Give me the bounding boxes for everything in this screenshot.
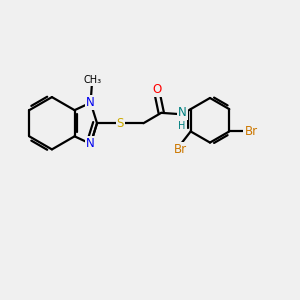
- Text: N: N: [86, 137, 95, 150]
- Text: S: S: [116, 117, 124, 130]
- Text: N: N: [178, 106, 187, 119]
- Text: H: H: [178, 121, 186, 130]
- Text: N: N: [86, 96, 95, 109]
- Text: Br: Br: [174, 143, 187, 156]
- Text: Br: Br: [244, 125, 257, 138]
- Text: O: O: [152, 83, 161, 97]
- Text: CH₃: CH₃: [84, 75, 102, 85]
